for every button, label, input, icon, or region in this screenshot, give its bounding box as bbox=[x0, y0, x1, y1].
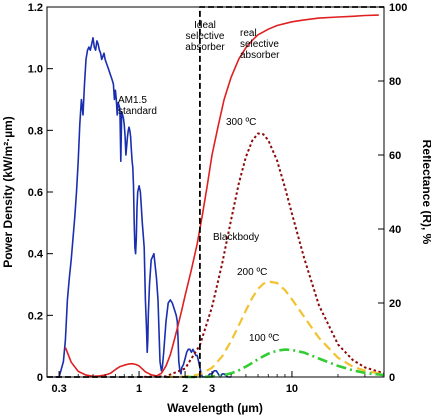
annotation-ideal-selective-absorber: Ideal selective absorber bbox=[185, 20, 225, 53]
annotation-layer: Ideal selective absorber real selective absor… bbox=[118, 20, 280, 344]
x-tick-label: 3 bbox=[209, 383, 215, 395]
y-axis-label-left: Power Density (kW/m²·µm) bbox=[1, 116, 15, 268]
y-left-tick-label: 1.0 bbox=[28, 64, 43, 76]
y-left-tick-label: 0 bbox=[37, 372, 43, 384]
y-right-tick-label: 60 bbox=[389, 150, 401, 162]
y-right-tick-label: 40 bbox=[389, 224, 401, 236]
y-right-tick-label: 100 bbox=[389, 2, 407, 14]
y-right-tick-label: 80 bbox=[389, 76, 401, 88]
annotation-300c: 300 ºC bbox=[226, 117, 256, 128]
y-right-tick-label: 20 bbox=[389, 298, 401, 310]
series-real-selective-absorber bbox=[64, 14, 379, 378]
y-left-tick-label: 0.2 bbox=[28, 310, 43, 322]
annotation-real-selective-absorber: real selective absorber bbox=[240, 28, 280, 61]
y-left-tick-label: 0.8 bbox=[28, 125, 43, 137]
series-300-c bbox=[139, 132, 385, 378]
x-tick-label: 10 bbox=[286, 383, 298, 395]
annotation-200c: 200 ºC bbox=[237, 267, 267, 278]
series-200-c bbox=[165, 280, 385, 379]
annotation-100c: 100 ºC bbox=[249, 333, 279, 344]
x-tick-label: 0.3 bbox=[51, 383, 66, 395]
y-right-tick-label: 0 bbox=[389, 372, 395, 384]
y-axis-label-right: Reflectance (R), % bbox=[420, 140, 431, 245]
series-100-c bbox=[185, 348, 385, 379]
series-am1-5-standard bbox=[54, 36, 232, 378]
annotation-am15-standard: AM1.5 standard bbox=[118, 95, 157, 117]
x-tick-label: 1 bbox=[136, 383, 142, 395]
x-tick-label: 2 bbox=[182, 383, 188, 395]
y-left-tick-label: 0.4 bbox=[28, 249, 44, 261]
annotation-blackbody: Blackbody bbox=[213, 232, 259, 243]
y-left-tick-label: 0.6 bbox=[28, 187, 43, 199]
x-axis-label: Wavelength (µm) bbox=[167, 401, 263, 415]
y-left-tick-label: 1.2 bbox=[28, 2, 43, 14]
